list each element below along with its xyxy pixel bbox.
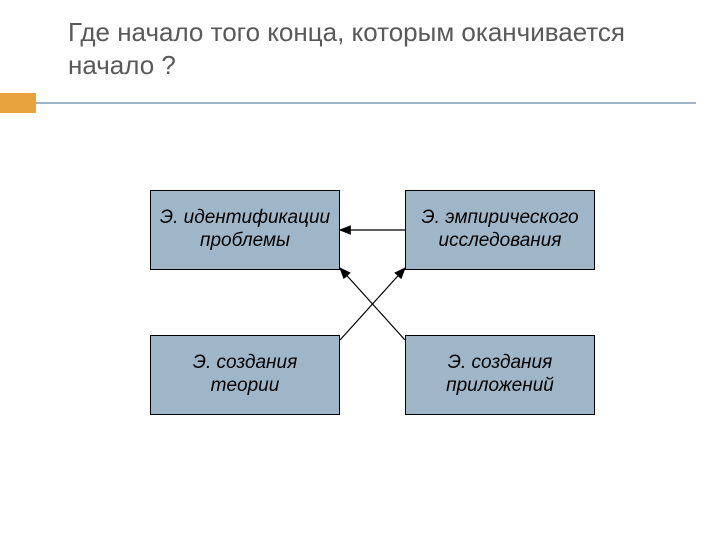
box-label: Э. идентификации проблемы (157, 207, 333, 253)
accent-bar (0, 93, 36, 113)
box-identification: Э. идентификации проблемы (150, 190, 340, 270)
divider-line (36, 102, 696, 104)
arrow-br-to-tl (340, 268, 405, 340)
slide-title: Где начало того конца, которым оканчивае… (68, 16, 628, 81)
box-label: Э. эмпирического исследования (412, 207, 588, 253)
slide: Где начало того конца, которым оканчивае… (0, 0, 720, 540)
box-label: Э. создания теории (157, 352, 333, 398)
box-theory: Э. создания теории (150, 335, 340, 415)
box-empirical: Э. эмпирического исследования (405, 190, 595, 270)
arrows-layer (0, 0, 720, 540)
arrow-bl-to-tr (340, 268, 405, 340)
box-label: Э. создания приложений (412, 352, 588, 398)
box-applications: Э. создания приложений (405, 335, 595, 415)
